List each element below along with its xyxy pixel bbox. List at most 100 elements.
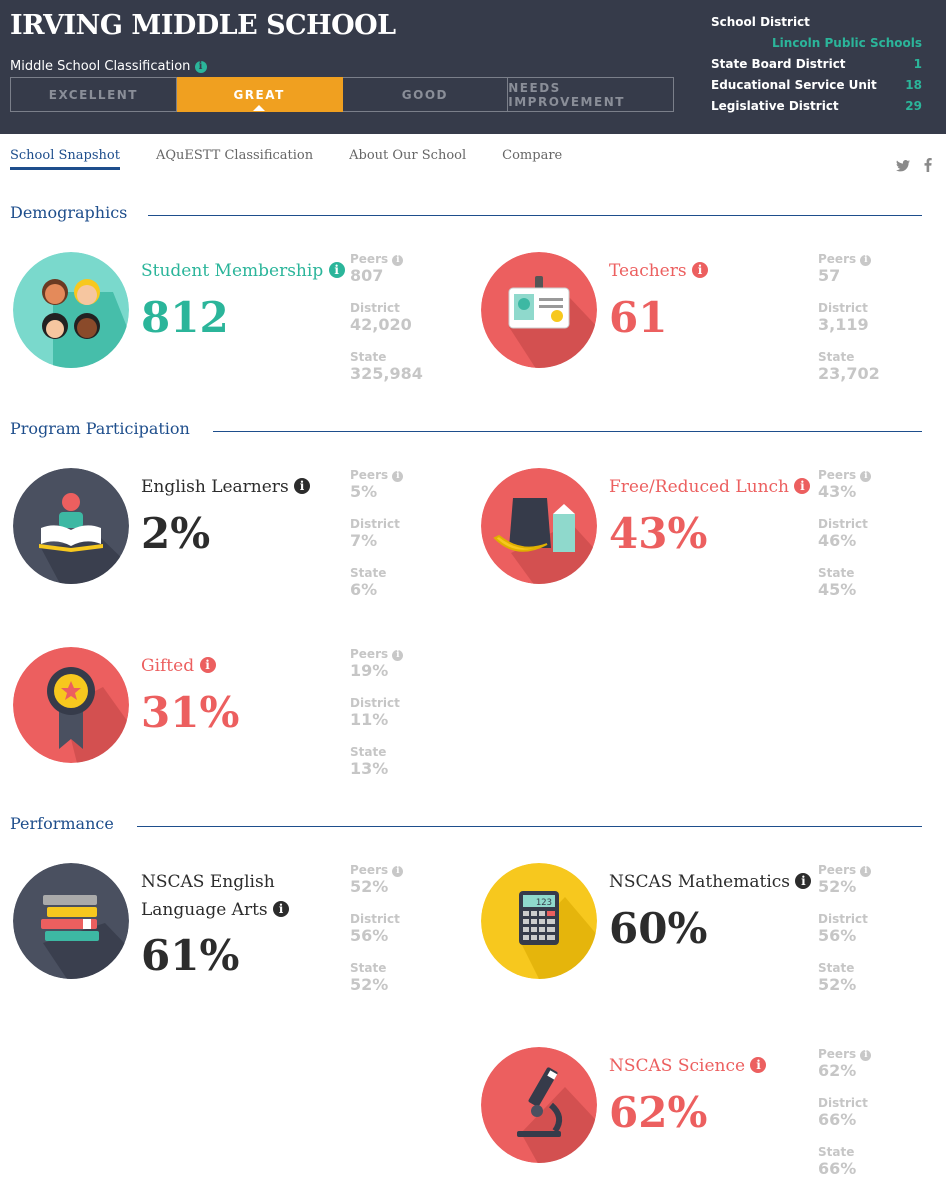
district-value: 7% — [350, 531, 378, 550]
info-icon[interactable]: i — [294, 478, 311, 494]
district-info: School District Lincoln Public Schools S… — [711, 14, 922, 119]
legislative-label: Legislative District — [711, 99, 839, 113]
info-icon[interactable]: i — [194, 61, 207, 73]
section-divider — [148, 215, 922, 216]
state-value: 52% — [350, 975, 389, 994]
district-value: 66% — [818, 1110, 857, 1129]
info-icon[interactable]: i — [199, 657, 216, 673]
info-icon[interactable]: i — [273, 901, 290, 917]
nscas-ela-label-line2-wrap: Language Arts i — [141, 896, 290, 924]
peers-value: 52% — [350, 877, 389, 896]
info-icon[interactable]: i — [692, 262, 709, 278]
info-icon[interactable]: i — [750, 1057, 767, 1073]
nscas-science-value: 62% — [609, 1088, 708, 1137]
info-icon[interactable]: i — [860, 1050, 872, 1061]
english-learners-comparisons: Peers i 5% District 7% State 6% — [350, 468, 460, 615]
peers-value: 807 — [350, 266, 384, 285]
free-reduced-lunch-comparisons: Peers i 43% District 46% State 45% — [818, 468, 928, 615]
state-value: 325,984 — [350, 364, 423, 383]
info-icon[interactable]: i — [392, 471, 404, 482]
peers-label: Peers i — [818, 1047, 928, 1061]
gifted-comparisons: Peers i 19% District 11% State 13% — [350, 647, 460, 794]
peers-value: 43% — [818, 482, 857, 501]
info-icon[interactable]: i — [392, 255, 404, 266]
info-icon[interactable]: i — [860, 866, 872, 877]
peers-value: 57 — [818, 266, 841, 285]
district-label: District — [818, 1096, 868, 1110]
state-value: 52% — [818, 975, 857, 994]
gifted-value: 31% — [141, 688, 240, 737]
esu-value: 18 — [905, 78, 922, 92]
peers-label-text: Peers — [818, 252, 857, 266]
student-membership-label: Student Membership i — [141, 257, 345, 285]
info-icon[interactable]: i — [328, 262, 345, 278]
calculator-icon: 123 — [481, 863, 597, 979]
teachers-comparisons: Peers i 57 District 3,119 State 23,702 — [818, 252, 928, 399]
english-learners-value: 2% — [141, 509, 211, 558]
peers-label-text: Peers — [350, 252, 389, 266]
classification-label-text: Middle School Classification — [10, 59, 191, 74]
classification-ratings: EXCELLENT GREAT GOOD NEEDS IMPROVEMENT — [10, 77, 674, 112]
info-icon[interactable]: i — [860, 471, 872, 482]
books-icon — [13, 863, 129, 979]
tab-school-snapshot[interactable]: School Snapshot — [10, 148, 120, 170]
calculator-display-text: 123 — [536, 898, 552, 908]
rating-excellent: EXCELLENT — [10, 77, 177, 112]
legislative-value: 29 — [905, 99, 922, 113]
nscas-math-label: NSCAS Mathematics i — [609, 868, 812, 896]
free-reduced-lunch-label: Free/Reduced Lunch i — [609, 473, 811, 501]
state-board-label: State Board District — [711, 57, 846, 71]
rating-good: GOOD — [342, 77, 509, 112]
info-icon[interactable]: i — [392, 650, 404, 661]
state-label: State — [818, 566, 855, 580]
teachers-label: Teachers i — [609, 257, 709, 285]
peers-label-text: Peers — [818, 863, 857, 877]
classification-label: Middle School Classification i — [10, 59, 207, 74]
award-ribbon-icon — [13, 647, 129, 763]
district-label: District — [818, 912, 868, 926]
student-membership-value: 812 — [141, 293, 229, 342]
nscas-math-comparisons: Peers i 52% District 56% State 52% — [818, 863, 928, 1010]
id-badge-icon — [481, 252, 597, 368]
gifted-label: Gifted i — [141, 652, 216, 680]
facebook-icon[interactable] — [924, 158, 932, 176]
state-value: 45% — [818, 580, 857, 599]
district-label: District — [350, 301, 400, 315]
district-label: District — [818, 517, 868, 531]
nscas-math-value: 60% — [609, 904, 708, 953]
section-title-performance: Performance — [10, 814, 114, 833]
school-district-label: School District — [711, 15, 810, 29]
free-reduced-lunch-label-text: Free/Reduced Lunch — [609, 477, 789, 497]
district-value: 42,020 — [350, 315, 412, 334]
peers-label: Peers i — [818, 863, 928, 877]
esu-label: Educational Service Unit — [711, 78, 877, 92]
english-learners-label: English Learners i — [141, 473, 311, 501]
state-label: State — [350, 350, 387, 364]
section-divider — [137, 826, 922, 827]
teachers-value: 61 — [609, 293, 668, 342]
district-label: District — [350, 696, 400, 710]
info-icon[interactable]: i — [794, 478, 811, 494]
state-value: 66% — [818, 1159, 857, 1178]
peers-label-text: Peers — [350, 468, 389, 482]
free-reduced-lunch-value: 43% — [609, 509, 708, 558]
nscas-ela-value: 61% — [141, 931, 240, 980]
tab-compare[interactable]: Compare — [502, 148, 563, 163]
reader-book-icon — [13, 468, 129, 584]
nscas-science-label-text: NSCAS Science — [609, 1056, 746, 1076]
peers-label-text: Peers — [818, 468, 857, 482]
district-value: 11% — [350, 710, 389, 729]
twitter-icon[interactable] — [896, 160, 910, 176]
nscas-science-comparisons: Peers i 62% District 66% State 66% — [818, 1047, 928, 1194]
info-icon[interactable]: i — [392, 866, 404, 877]
peers-label: Peers i — [818, 468, 928, 482]
info-icon[interactable]: i — [860, 255, 872, 266]
state-label: State — [350, 961, 387, 975]
tab-about-our-school[interactable]: About Our School — [349, 148, 467, 163]
peers-label-text: Peers — [350, 647, 389, 661]
state-label: State — [818, 961, 855, 975]
info-icon[interactable]: i — [795, 873, 812, 889]
tab-aquestt-classification[interactable]: AQuESTT Classification — [155, 148, 314, 163]
lunch-icon — [481, 468, 597, 584]
gifted-label-text: Gifted — [141, 656, 195, 676]
